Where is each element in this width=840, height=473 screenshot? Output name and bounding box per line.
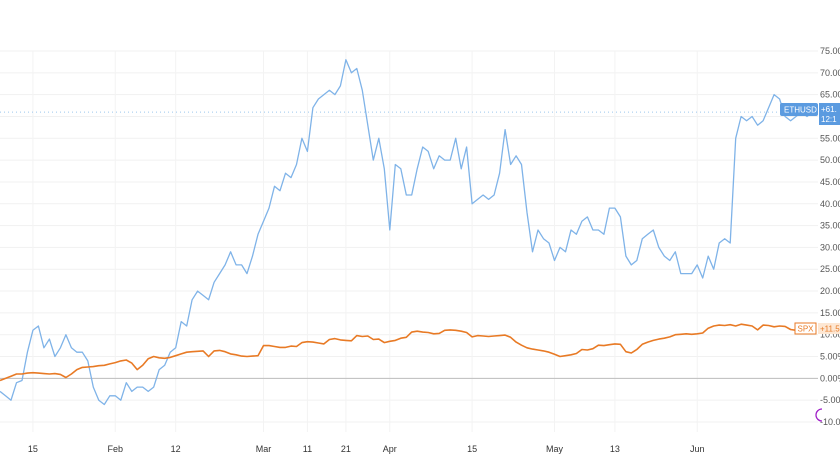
- x-tick-label: 13: [610, 444, 620, 454]
- x-tick-label: 11: [303, 444, 312, 454]
- series-line-spx: [0, 323, 808, 382]
- y-tick-label: 10.00%: [820, 330, 840, 340]
- x-tick-label: May: [546, 444, 564, 454]
- ethusd-name-label: ETHUSD: [784, 106, 817, 115]
- ethusd-name-tag[interactable]: [780, 103, 818, 116]
- x-tick-label: Jun: [690, 444, 705, 454]
- x-tick-label: 15: [467, 444, 477, 454]
- y-tick-label: 40.00%: [820, 199, 840, 209]
- x-tick-label: 21: [341, 444, 351, 454]
- y-tick-label: 55.00%: [820, 133, 840, 143]
- y-tick-label: -5.00%: [820, 395, 840, 405]
- y-tick-label: 30.00%: [820, 242, 840, 252]
- x-tick-label: Apr: [383, 444, 397, 454]
- spx-value-label: +11.5: [820, 325, 840, 334]
- y-axis: 75.00%70.00%65.00%60.00%55.00%50.00%45.0…: [820, 46, 840, 427]
- y-tick-label: 25.00%: [820, 264, 840, 274]
- y-tick-label: 0.00%: [820, 373, 840, 383]
- y-tick-label: 15.00%: [820, 308, 840, 318]
- x-tick-label: 15: [28, 444, 38, 454]
- y-tick-label: 45.00%: [820, 177, 840, 187]
- x-tick-label: 12: [171, 444, 181, 454]
- spx-value-tag: [818, 323, 840, 334]
- ethusd-value-tag: [819, 103, 840, 125]
- series-line-ethusd: [0, 59, 818, 406]
- y-tick-label: -10.0: [820, 417, 840, 427]
- x-tick-label: Feb: [108, 444, 124, 454]
- chart-grid: [0, 50, 818, 432]
- y-tick-label: 50.00%: [820, 155, 840, 165]
- series-end-tags: ETHUSD +61. 12:1 SPX +11.5: [780, 103, 840, 335]
- series-layer: [0, 59, 818, 406]
- partial-circle-icon[interactable]: [815, 408, 823, 422]
- ethusd-value-label: +61.: [821, 105, 837, 114]
- y-tick-label: 65.00%: [820, 90, 840, 100]
- y-tick-label: 20.00%: [820, 286, 840, 296]
- spx-name-label: SPX: [798, 325, 815, 334]
- x-tick-label: Mar: [256, 444, 272, 454]
- y-tick-label: 70.00%: [820, 68, 840, 78]
- y-tick-label: 75.00%: [820, 46, 840, 56]
- y-tick-label: 35.00%: [820, 221, 840, 231]
- spx-name-tag[interactable]: [794, 322, 817, 335]
- y-tick-label: 5.00%: [820, 352, 840, 362]
- x-axis: 15 Feb 12 Mar 11 21 Apr 15 May 13 Jun: [28, 444, 705, 454]
- ethusd-time-label: 12:1: [821, 115, 837, 124]
